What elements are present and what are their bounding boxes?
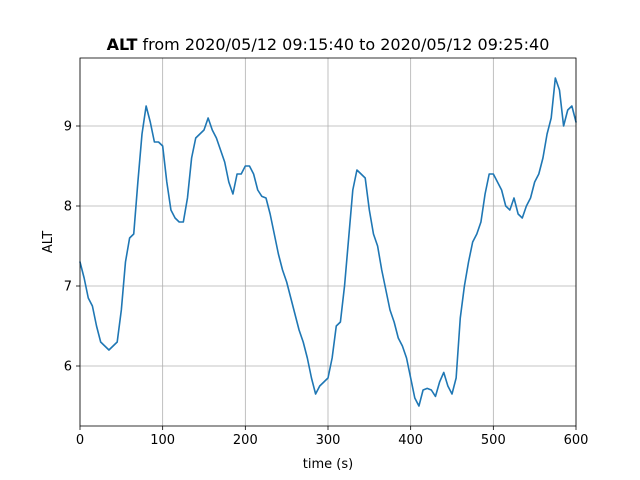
x-tick-label: 100 [150,433,175,448]
grid-lines [79,58,577,426]
x-tick-label: 500 [481,433,506,448]
y-tick-label: 9 [64,120,72,135]
chart-title: ALT from 2020/05/12 09:15:40 to 2020/05/… [107,35,550,54]
y-tick-label: 8 [64,200,72,215]
y-axis-label: ALT [41,231,56,253]
x-tick-label: 300 [316,433,341,448]
x-axis-ticks: 0 100 200 300 400 500 600 [76,426,589,448]
x-tick-label: 200 [233,433,258,448]
y-tick-label: 7 [64,280,72,295]
y-axis-ticks: 6 7 8 9 [64,120,80,375]
x-tick-label: 600 [564,433,589,448]
series-line-layer [79,77,577,407]
series-line [79,77,577,407]
chart-title-rest: from 2020/05/12 09:15:40 to 2020/05/12 0… [137,35,549,54]
x-axis-label: time (s) [303,457,353,472]
x-tick-label: 0 [76,433,84,448]
x-tick-label: 400 [398,433,423,448]
chart-title-bold: ALT [107,35,138,54]
y-tick-label: 6 [64,360,72,375]
